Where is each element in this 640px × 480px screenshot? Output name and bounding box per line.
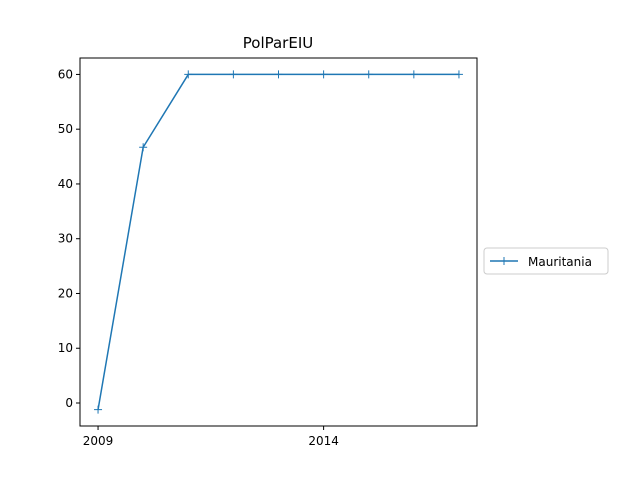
y-tick-label-10: 10	[58, 341, 73, 355]
legend-frame	[483, 247, 609, 275]
data-point-2014	[319, 70, 328, 79]
axes-frame	[79, 57, 478, 427]
series-line-mauritania	[97, 73, 459, 410]
data-point-2011	[184, 70, 193, 79]
y-tick-label-0: 0	[65, 396, 73, 410]
y-tick-label-60: 60	[58, 67, 73, 81]
legend-marker-mauritania	[500, 257, 508, 265]
data-point-2010	[139, 143, 148, 152]
data-point-2009	[94, 405, 103, 414]
chart-title: PolParEIU	[243, 34, 313, 52]
y-tick-label-30: 30	[58, 232, 73, 246]
data-point-2012	[229, 70, 238, 79]
data-point-2017	[454, 70, 463, 79]
legend-label-mauritania: Mauritania	[528, 255, 592, 269]
y-tick-label-20: 20	[58, 286, 73, 300]
data-point-2013	[274, 70, 283, 79]
data-point-2015	[364, 70, 373, 79]
y-tick-label-40: 40	[58, 177, 73, 191]
legend: Mauritania	[483, 247, 609, 275]
x-tick-label-2014: 2014	[308, 434, 339, 448]
x-tick-label-2009: 2009	[83, 434, 114, 448]
data-point-2016	[409, 70, 418, 79]
plot-area: 0 10 20 30 40 50 60 2009 2014	[58, 57, 478, 448]
y-tick-label-50: 50	[58, 122, 73, 136]
